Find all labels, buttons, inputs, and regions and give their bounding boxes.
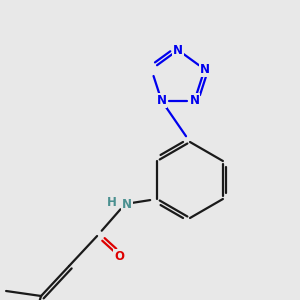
Text: N: N (157, 94, 166, 107)
Text: N: N (122, 197, 132, 211)
Text: N: N (157, 94, 166, 107)
Text: N: N (190, 94, 200, 107)
Text: H: H (107, 196, 117, 208)
Text: N: N (200, 63, 210, 76)
Text: N: N (173, 44, 183, 56)
Text: O: O (114, 250, 124, 262)
